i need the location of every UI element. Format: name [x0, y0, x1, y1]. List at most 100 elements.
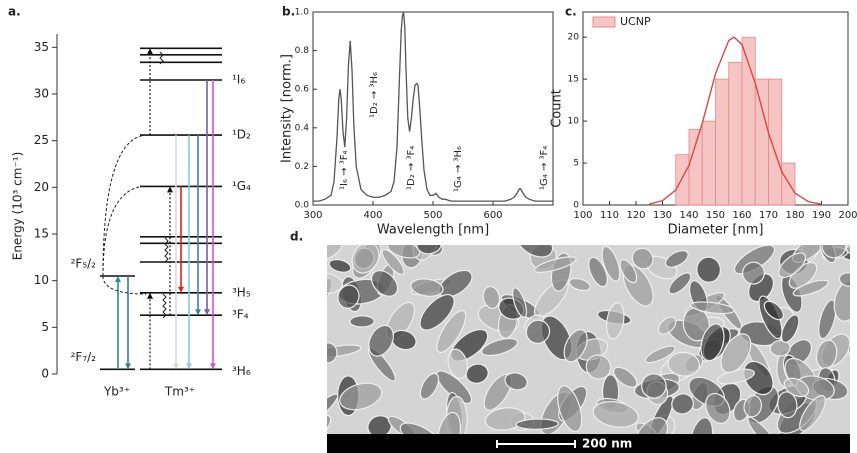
arrow-head: [115, 276, 121, 282]
particle: [783, 377, 810, 398]
x-tick-label: 600: [483, 210, 502, 221]
particle: [419, 372, 440, 400]
level-label: ³F₄: [232, 308, 249, 322]
particle: [563, 329, 588, 363]
particle: [436, 310, 467, 354]
arrow-head: [195, 309, 201, 316]
particle: [696, 256, 722, 283]
y-axis-label: Energy (10³ cm⁻¹): [11, 152, 25, 261]
level-label: ²F₇/₂: [71, 350, 97, 364]
x-tick-label: 120: [626, 210, 645, 221]
particle: [328, 258, 352, 273]
panel-label: a.: [8, 5, 21, 19]
particle: [613, 366, 638, 388]
y-tick-label: 10: [34, 273, 49, 287]
particle: [327, 245, 343, 261]
particle: [484, 407, 526, 431]
y-tick-label: 0.4: [295, 123, 310, 133]
x-tick-label: 400: [363, 210, 382, 221]
particle: [327, 414, 332, 439]
particle: [327, 344, 362, 358]
y-tick-label: 5: [41, 320, 49, 334]
particle: [657, 316, 677, 335]
level-label: ¹D₂: [232, 128, 251, 142]
x-tick-label: 130: [653, 210, 672, 221]
particle: [533, 256, 577, 273]
particle: [370, 270, 399, 297]
particle: [592, 401, 639, 428]
x-tick-label: 110: [600, 210, 619, 221]
arrow-head: [173, 363, 179, 370]
y-tick-label: 0.8: [295, 46, 310, 56]
particle: [525, 319, 551, 344]
y-tick-label: 0.6: [295, 85, 310, 95]
particle: [833, 280, 850, 322]
histogram-bar: [715, 78, 730, 206]
particle: [386, 245, 421, 259]
arrow-head: [167, 186, 173, 193]
histogram-bar: [768, 78, 783, 206]
peak-annotation: ¹D₂ → ³H₆: [369, 72, 380, 118]
particle: [515, 245, 554, 258]
micrograph: [327, 230, 850, 453]
level-label: ³H₅: [232, 285, 251, 299]
arrow-head: [210, 363, 216, 370]
y-tick-label: 30: [34, 87, 49, 101]
ion-name: Tm³⁺: [164, 385, 195, 399]
particle: [668, 272, 692, 295]
y-tick-label: 15: [568, 75, 579, 85]
particle: [339, 382, 383, 411]
arrow-head: [147, 292, 153, 299]
energy-transfer: [102, 185, 149, 277]
x-tick-label: 200: [838, 210, 857, 221]
scale-strip: [327, 434, 850, 453]
particle: [689, 301, 735, 315]
arrow-head: [186, 363, 192, 370]
panel-label: d.: [290, 230, 303, 244]
x-axis-label: Wavelength [nm]: [377, 223, 489, 238]
y-tick-label: 0.0: [295, 201, 310, 211]
x-tick-label: 140: [679, 210, 698, 221]
particle: [410, 278, 444, 297]
spectrum-line: [313, 11, 553, 202]
x-tick-label: 150: [706, 210, 725, 221]
y-tick-label: 0: [573, 201, 579, 211]
particle: [465, 363, 489, 384]
relaxation: [164, 237, 169, 263]
particle: [482, 285, 501, 309]
arrow-head: [178, 286, 184, 293]
energy-transfer: [102, 275, 147, 295]
histogram-bar: [688, 129, 703, 206]
arrow-head: [125, 363, 131, 370]
particle: [588, 256, 608, 288]
ion-name: Yb³⁺: [103, 385, 130, 399]
y-tick-label: 20: [568, 33, 580, 43]
particle: [349, 315, 375, 328]
particle: [641, 373, 667, 399]
particle: [619, 258, 638, 284]
particle: [848, 336, 850, 362]
level-label: ³H₆: [232, 364, 251, 378]
particle: [644, 345, 676, 364]
histogram-bar: [701, 120, 716, 206]
particle: [381, 248, 405, 276]
particle: [631, 247, 654, 270]
particle: [778, 252, 807, 278]
particle: [351, 245, 380, 274]
particle: [559, 230, 584, 246]
histogram-bar: [754, 78, 769, 206]
y-tick-label: 0.2: [295, 162, 309, 172]
x-tick-label: 160: [732, 210, 751, 221]
particle: [605, 302, 625, 340]
particle: [337, 284, 360, 309]
peak-annotation: ¹D₂ → ³F₄: [406, 146, 417, 190]
particle: [792, 279, 829, 297]
particle: [763, 300, 785, 321]
y-tick-label: 1.0: [295, 8, 310, 18]
particle: [481, 337, 519, 357]
y-tick-label: 10: [568, 117, 580, 127]
x-tick-label: 300: [303, 210, 322, 221]
x-tick-label: 180: [785, 210, 804, 221]
particle: [743, 394, 762, 418]
